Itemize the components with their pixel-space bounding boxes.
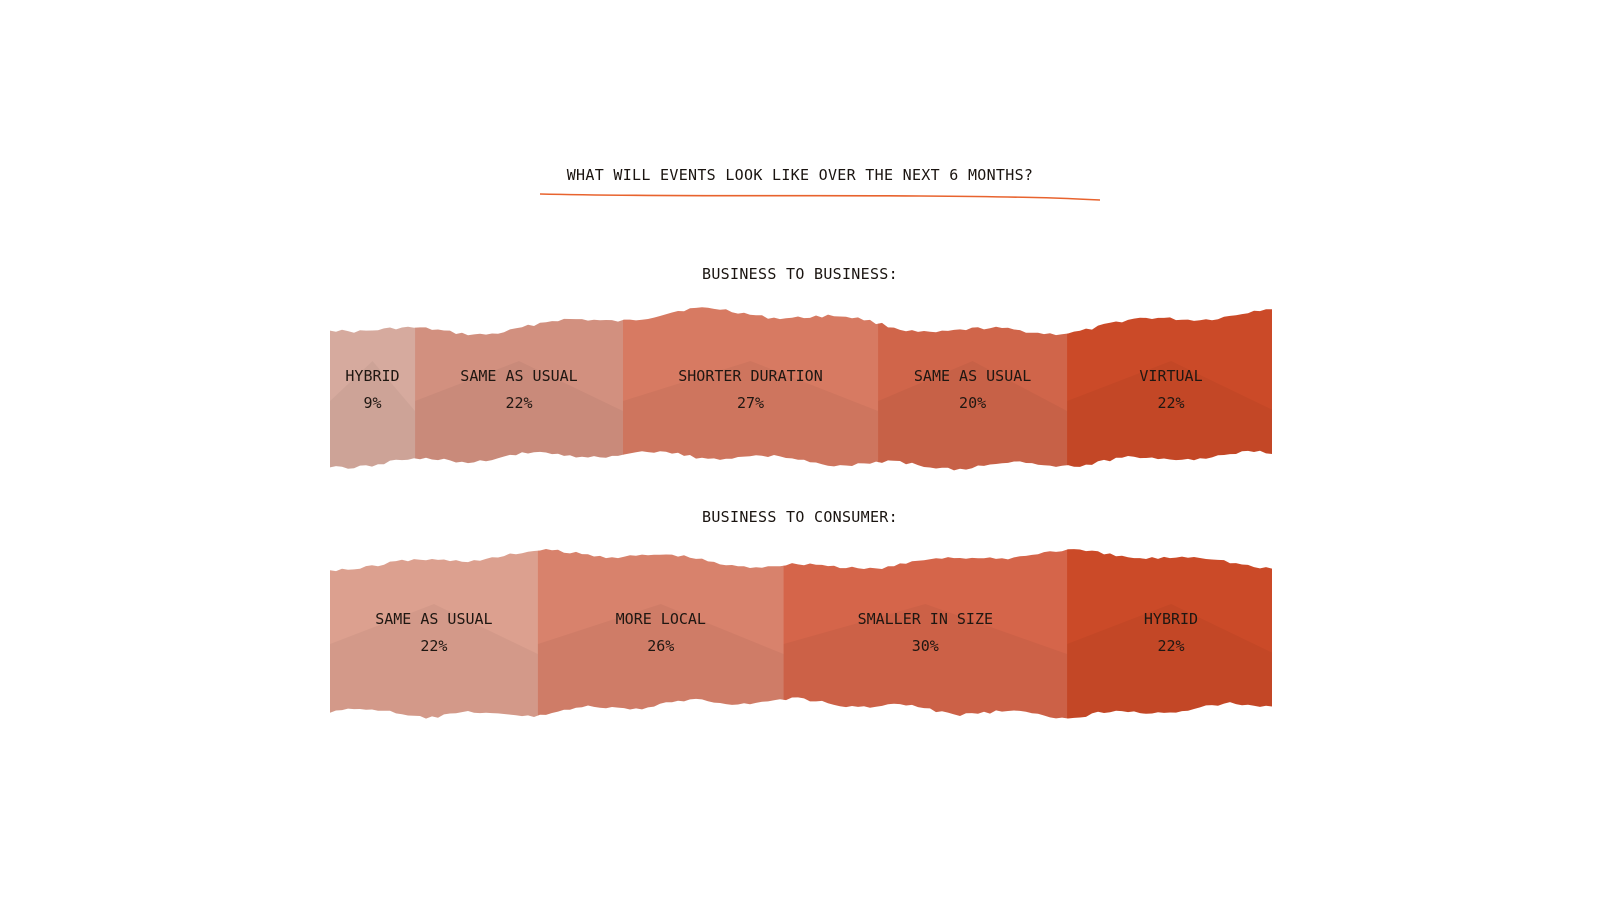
segment-value: 22% xyxy=(1157,394,1184,412)
segment-5 xyxy=(1067,307,1272,471)
segment-label: MORE LOCAL xyxy=(616,610,706,628)
segment-value: 22% xyxy=(505,394,532,412)
segment-value: 20% xyxy=(959,394,986,412)
segment-value: 22% xyxy=(1157,637,1184,655)
segment-label: SAME AS USUAL xyxy=(460,367,577,385)
segment-label: SHORTER DURATION xyxy=(678,367,823,385)
segment-1 xyxy=(330,549,539,719)
segment-value: 27% xyxy=(737,394,764,412)
chart-b2b: HYBRID 9% SAME AS USUAL 22% SHORTER DURATION… xyxy=(330,307,1272,471)
segment-4 xyxy=(1067,549,1272,719)
segment-label: HYBRID xyxy=(345,367,399,385)
segment-2 xyxy=(415,307,624,471)
segment-4 xyxy=(878,307,1068,471)
segment-value: 26% xyxy=(647,637,674,655)
segment-label: VIRTUAL xyxy=(1139,367,1202,385)
segment-value: 9% xyxy=(363,394,381,412)
title-underline xyxy=(540,193,1100,201)
segment-value: 30% xyxy=(912,637,939,655)
page-title: WHAT WILL EVENTS LOOK LIKE OVER THE NEXT… xyxy=(566,166,1034,184)
segment-label: HYBRID xyxy=(1144,610,1198,628)
chart-b2c: SAME AS USUAL 22% MORE LOCAL 26% SMALLER IN … xyxy=(330,549,1272,719)
segment-label: SMALLER IN SIZE xyxy=(858,610,993,628)
segment-3 xyxy=(783,549,1068,719)
segment-1 xyxy=(330,307,416,471)
segment-label: SAME AS USUAL xyxy=(914,367,1031,385)
segment-value: 22% xyxy=(420,637,447,655)
segment-label: SAME AS USUAL xyxy=(375,610,492,628)
segment-3 xyxy=(623,307,879,471)
chart-title-b2b: BUSINESS TO BUSINESS: xyxy=(702,265,898,283)
chart-title-b2c: BUSINESS TO CONSUMER: xyxy=(702,508,898,526)
segment-2 xyxy=(537,549,785,719)
